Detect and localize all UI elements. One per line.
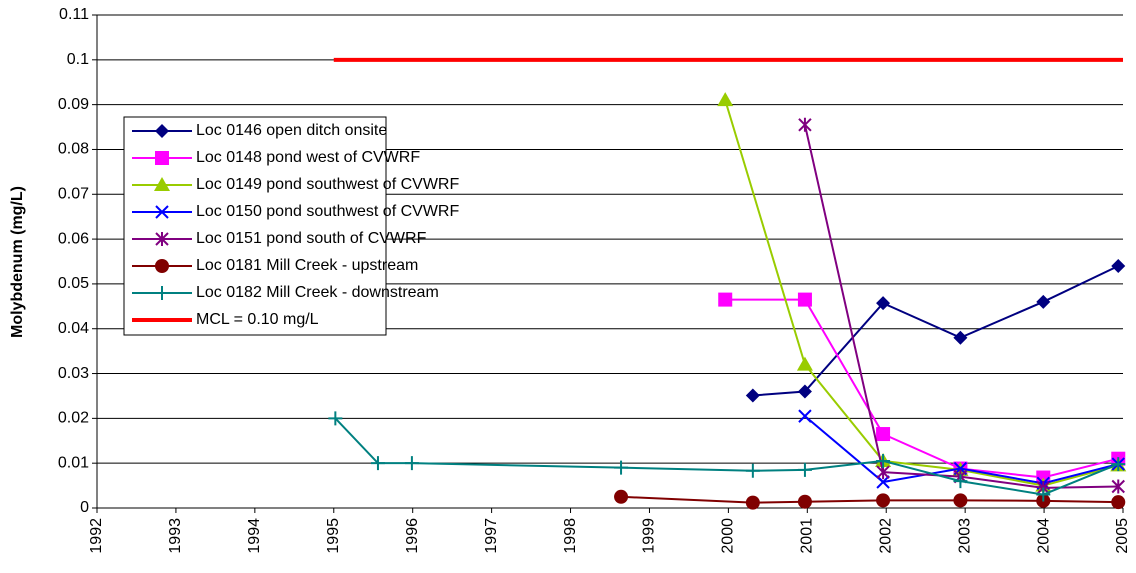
y-tick-label: 0.11 bbox=[59, 6, 89, 23]
marker bbox=[614, 489, 629, 504]
legend-label: Loc 0148 pond west of CVWRF bbox=[196, 149, 420, 166]
marker bbox=[1111, 495, 1126, 510]
y-tick-label: 0.08 bbox=[58, 141, 89, 158]
marker bbox=[876, 453, 891, 468]
marker bbox=[614, 460, 629, 475]
marker bbox=[796, 356, 813, 371]
marker bbox=[155, 205, 169, 219]
x-tick-label: 2005 bbox=[1114, 518, 1131, 554]
y-tick-label: 0 bbox=[80, 499, 89, 516]
marker bbox=[745, 463, 760, 478]
marker bbox=[155, 286, 169, 300]
x-tick-label: 1997 bbox=[483, 518, 500, 554]
marker bbox=[876, 493, 891, 508]
marker bbox=[155, 259, 169, 273]
y-tick-label: 0.01 bbox=[58, 454, 89, 471]
marker bbox=[1036, 487, 1051, 502]
y-tick-label: 0.05 bbox=[58, 275, 89, 292]
marker bbox=[876, 296, 891, 311]
marker bbox=[328, 411, 343, 426]
series-line bbox=[334, 417, 1119, 496]
marker bbox=[154, 177, 170, 191]
x-tick-label: 2004 bbox=[1035, 518, 1052, 554]
marker bbox=[1036, 294, 1051, 309]
y-axis-label: Molybdenum (mg/L) bbox=[9, 186, 26, 338]
y-tick-label: 0.03 bbox=[58, 365, 89, 382]
marker bbox=[797, 292, 812, 307]
y-tick-label: 0.07 bbox=[58, 185, 89, 202]
series-line bbox=[752, 265, 1119, 397]
y-tick-label: 0.06 bbox=[58, 230, 89, 247]
marker bbox=[1111, 479, 1125, 494]
marker bbox=[1111, 258, 1126, 273]
marker bbox=[876, 427, 891, 442]
x-tick-label: 1994 bbox=[246, 518, 263, 554]
legend-label: MCL = 0.10 mg/L bbox=[196, 311, 319, 328]
marker bbox=[798, 409, 812, 423]
marker bbox=[745, 388, 760, 403]
marker bbox=[798, 117, 812, 132]
marker bbox=[404, 456, 419, 471]
marker bbox=[155, 124, 169, 138]
legend-label: Loc 0150 pond southwest of CVWRF bbox=[196, 203, 459, 220]
series-line bbox=[725, 298, 1119, 479]
series-line bbox=[724, 99, 1119, 487]
y-tick-label: 0.04 bbox=[58, 320, 89, 337]
y-tick-label: 0.1 bbox=[67, 51, 89, 68]
x-tick-label: 1993 bbox=[167, 518, 184, 554]
marker bbox=[745, 495, 760, 510]
x-tick-label: 2001 bbox=[799, 518, 816, 554]
x-tick-label: 2002 bbox=[877, 518, 894, 554]
series-line bbox=[803, 124, 1119, 489]
x-tick-label: 2003 bbox=[956, 518, 973, 554]
marker bbox=[797, 384, 812, 399]
legend-label: Loc 0149 pond southwest of CVWRF bbox=[196, 176, 459, 193]
x-tick-label: 2000 bbox=[720, 518, 737, 554]
x-tick-label: 1999 bbox=[641, 518, 658, 554]
y-tick-label: 0.02 bbox=[58, 410, 89, 427]
legend-label: Loc 0146 open ditch onsite bbox=[196, 122, 387, 139]
legend-label: Loc 0151 pond south of CVWRF bbox=[196, 230, 427, 247]
marker bbox=[155, 232, 169, 246]
legend-label: Loc 0182 Mill Creek - downstream bbox=[196, 284, 439, 301]
x-tick-label: 1995 bbox=[325, 518, 342, 554]
marker bbox=[155, 151, 169, 165]
marker bbox=[717, 92, 734, 107]
marker bbox=[370, 456, 385, 471]
legend-label: Loc 0181 Mill Creek - upstream bbox=[196, 257, 418, 274]
marker bbox=[718, 292, 733, 307]
x-tick-label: 1992 bbox=[88, 518, 105, 554]
x-tick-label: 1996 bbox=[404, 518, 421, 554]
marker bbox=[953, 330, 968, 345]
marker bbox=[797, 494, 812, 509]
marker bbox=[1111, 457, 1126, 472]
marker bbox=[953, 493, 968, 508]
marker bbox=[953, 474, 968, 489]
marker bbox=[797, 462, 812, 477]
y-tick-label: 0.09 bbox=[58, 96, 89, 113]
marker bbox=[876, 475, 890, 489]
x-tick-label: 1998 bbox=[562, 518, 579, 554]
